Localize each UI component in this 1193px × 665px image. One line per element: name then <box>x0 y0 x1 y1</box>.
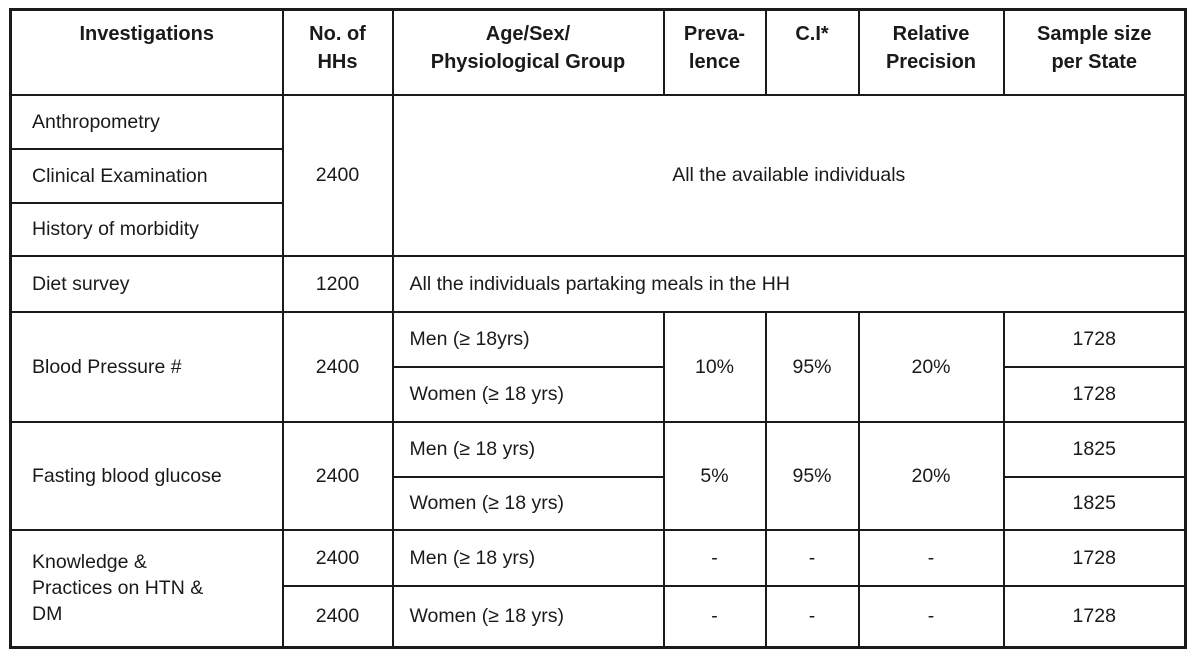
row-diet-survey: Diet survey 1200 All the individuals par… <box>9 254 1187 313</box>
cell-sample-size-blood-pressure-men: 1728 <box>1002 310 1187 368</box>
cell-relative-precision-fasting-blood-glucose: 20% <box>857 420 1005 531</box>
cell-investigation-diet-survey: Diet survey <box>9 254 284 313</box>
cell-hhs-knowledge-practices-women: 2400 <box>281 584 394 649</box>
cell-hhs-blood-pressure: 2400 <box>281 310 394 423</box>
cell-coverage-diet-survey: All the individuals partaking meals in t… <box>391 254 1187 313</box>
cell-relative-precision-blood-pressure: 20% <box>857 310 1005 423</box>
cell-prevalence-knowledge-practices-women: - <box>662 584 767 649</box>
cell-investigation-knowledge-practices: Knowledge & Practices on HTN & DM <box>9 528 284 649</box>
col-header-investigations: Investigations <box>9 8 284 96</box>
cell-investigation-clinical-examination: Clinical Examination <box>9 147 284 204</box>
cell-group-fasting-blood-glucose-women: Women (≥ 18 yrs) <box>391 475 665 531</box>
cell-group-fasting-blood-glucose-men: Men (≥ 18 yrs) <box>391 420 665 478</box>
cell-ci-knowledge-practices-men: - <box>764 528 860 587</box>
row-history-of-morbidity: History of morbidity <box>9 201 1186 257</box>
cell-group-knowledge-practices-women: Women (≥ 18 yrs) <box>391 584 665 649</box>
cell-hhs-knowledge-practices-men: 2400 <box>281 528 394 587</box>
col-header-no-of-hhs: No. of HHs <box>281 8 394 96</box>
sampling-design-table: Investigations No. of HHs Age/Sex/ Physi… <box>9 8 1187 649</box>
cell-sample-size-knowledge-practices-men: 1728 <box>1002 528 1187 587</box>
cell-hhs-fasting-blood-glucose: 2400 <box>281 420 394 531</box>
row-blood-pressure-men: Blood Pressure # 2400 Men (≥ 18yrs) 10% … <box>9 310 1187 423</box>
row-knowledge-practices-women: 2400 Women (≥ 18 yrs) - - - 1728 <box>11 584 1187 649</box>
row-fasting-blood-glucose-men: Fasting blood glucose 2400 Men (≥ 18 yrs… <box>9 420 1187 531</box>
cell-group-knowledge-practices-men: Men (≥ 18 yrs) <box>391 528 665 587</box>
cell-ci-fasting-blood-glucose: 95% <box>764 420 860 531</box>
row-blood-pressure-women: Women (≥ 18 yrs) 1728 <box>11 365 1187 423</box>
cell-sample-size-fasting-blood-glucose-women: 1825 <box>1002 475 1187 531</box>
row-fasting-blood-glucose-women: Women (≥ 18 yrs) 1825 <box>11 475 1187 531</box>
col-header-age-sex-group: Age/Sex/ Physiological Group <box>391 8 665 96</box>
cell-hhs-diet-survey: 1200 <box>281 254 394 313</box>
row-anthropometry: Anthropometry 2400 All the available ind… <box>9 93 1187 257</box>
cell-sample-size-knowledge-practices-women: 1728 <box>1002 584 1187 649</box>
col-header-relative-precision: Relative Precision <box>857 8 1005 96</box>
cell-relative-precision-knowledge-practices-women: - <box>857 584 1005 649</box>
cell-hhs-anthro-group: 2400 <box>281 93 394 257</box>
cell-sample-size-fasting-blood-glucose-men: 1825 <box>1002 420 1187 478</box>
col-header-sample-size: Sample size per State <box>1002 8 1187 96</box>
cell-coverage-anthro-group: All the available individuals <box>391 93 1187 257</box>
header-row: Investigations No. of HHs Age/Sex/ Physi… <box>9 8 1187 96</box>
cell-prevalence-fasting-blood-glucose: 5% <box>662 420 767 531</box>
cell-investigation-fasting-blood-glucose: Fasting blood glucose <box>9 420 284 531</box>
col-header-prevalence: Preva- lence <box>662 8 767 96</box>
cell-sample-size-blood-pressure-women: 1728 <box>1002 365 1187 423</box>
cell-prevalence-knowledge-practices-men: - <box>662 528 767 587</box>
cell-investigation-blood-pressure: Blood Pressure # <box>9 310 284 423</box>
row-knowledge-practices-men: Knowledge & Practices on HTN & DM 2400 M… <box>9 528 1187 649</box>
row-clinical-examination: Clinical Examination <box>9 147 1186 204</box>
cell-group-blood-pressure-women: Women (≥ 18 yrs) <box>391 365 665 423</box>
cell-prevalence-blood-pressure: 10% <box>662 310 767 423</box>
cell-investigation-history-of-morbidity: History of morbidity <box>9 201 284 257</box>
cell-group-blood-pressure-men: Men (≥ 18yrs) <box>391 310 665 368</box>
cell-investigation-anthropometry: Anthropometry <box>9 93 284 150</box>
cell-ci-blood-pressure: 95% <box>764 310 860 423</box>
cell-ci-knowledge-practices-women: - <box>764 584 860 649</box>
col-header-ci: C.I* <box>764 8 860 96</box>
cell-relative-precision-knowledge-practices-men: - <box>857 528 1005 587</box>
